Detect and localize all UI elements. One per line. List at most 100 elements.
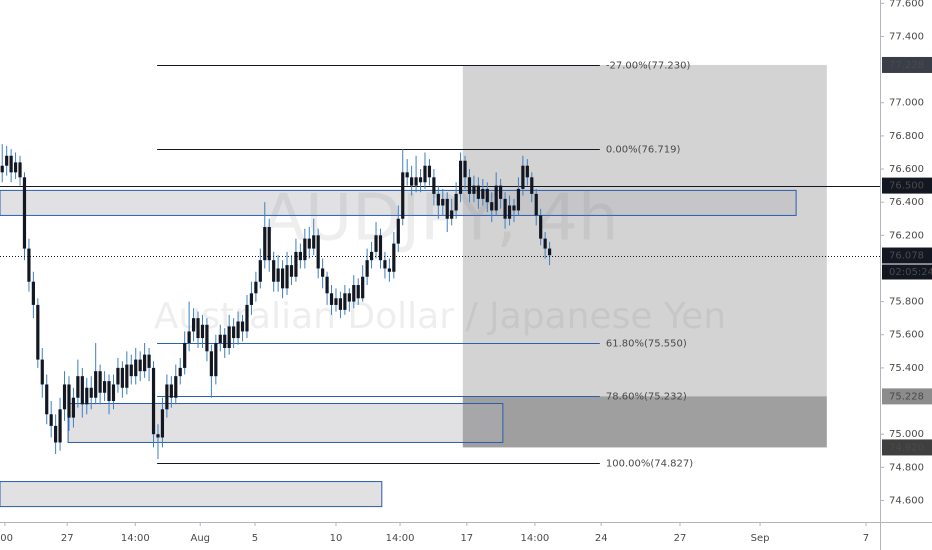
last-price-label: 76.078 — [889, 251, 924, 262]
candle-body — [516, 188, 521, 211]
candle-body — [432, 177, 436, 194]
candle-body — [45, 384, 49, 415]
candle-body — [58, 409, 62, 443]
y-tick-label: 75.800 — [889, 297, 924, 308]
candle-body — [499, 185, 503, 199]
candle-body — [249, 293, 254, 305]
candle-body — [343, 293, 347, 310]
candle-body — [427, 165, 432, 178]
candle-body — [276, 268, 280, 282]
candle-body — [294, 251, 298, 277]
watermark: AUDJPY, 4h — [261, 182, 618, 256]
x-tick-label: 24 — [595, 533, 608, 544]
x-tick-label: 14:00 — [386, 533, 415, 544]
candle-body — [418, 177, 423, 183]
candle-body — [134, 359, 138, 377]
candle-body — [263, 227, 267, 261]
candle-body — [512, 205, 516, 211]
x-tick-label: 7 — [863, 533, 869, 544]
y-tick-label: 74.600 — [889, 495, 924, 506]
y-tick-label: 76.600 — [889, 164, 924, 175]
x-tick-label: 27 — [61, 533, 74, 544]
candle-body — [307, 238, 311, 249]
x-tick-label: :00 — [0, 533, 13, 544]
candle-body — [214, 343, 218, 377]
candle-body — [13, 162, 18, 173]
watermark-subtitle: Australian Dollar / Japanese Yen — [154, 296, 726, 337]
candle-body — [0, 165, 4, 173]
zone — [67, 403, 504, 443]
stop-price-label: 74.920 — [889, 442, 924, 453]
candle-body — [94, 371, 98, 398]
candle-body — [365, 260, 369, 277]
candle-body — [312, 235, 316, 249]
candle-body — [236, 321, 240, 339]
y-tick-label: 75.600 — [889, 330, 924, 341]
candle-body — [205, 324, 209, 352]
candle-body — [76, 376, 80, 398]
candle-body — [543, 238, 547, 249]
candle-body — [481, 188, 485, 199]
candle-body — [289, 265, 294, 277]
y-tick-label: 77.000 — [889, 98, 924, 109]
candle-body — [338, 298, 343, 310]
y-tick-label: 77.400 — [889, 31, 924, 42]
candle-body — [392, 243, 396, 272]
candle-body — [138, 359, 142, 372]
candle-body — [303, 238, 307, 261]
candle-body — [396, 218, 400, 244]
candle-body — [383, 260, 387, 269]
candle-body — [454, 193, 458, 211]
x-tick-label: 5 — [252, 533, 258, 544]
candle-body — [143, 354, 147, 372]
candle-body — [410, 177, 414, 186]
candle-body — [316, 235, 320, 269]
candle-body — [107, 381, 111, 402]
candle-body — [387, 268, 391, 272]
candle-body — [472, 185, 476, 194]
candle-body — [165, 384, 169, 410]
candle-body — [374, 235, 378, 252]
candle-body — [71, 397, 76, 418]
candle-body — [405, 172, 409, 178]
candle-body — [187, 331, 191, 344]
x-tick-label: 17 — [460, 533, 473, 544]
candle-body — [369, 251, 374, 261]
candle-body — [31, 281, 35, 305]
zone — [0, 481, 383, 508]
x-tick-label: Aug — [190, 533, 210, 544]
candle-body — [223, 334, 227, 348]
target-price-label: 77.228 — [889, 60, 924, 71]
candle-body — [169, 384, 173, 398]
candle-body — [191, 318, 196, 332]
candle-body — [98, 371, 102, 393]
candle-body — [476, 185, 480, 199]
hline-price-label: 76.500 — [889, 181, 924, 192]
candle-body — [156, 434, 160, 438]
x-tick-label: 27 — [674, 533, 687, 544]
candle-body — [116, 367, 120, 385]
candle-body — [321, 268, 325, 277]
candle-body — [49, 414, 53, 426]
candle-body — [151, 367, 156, 435]
candle-body — [160, 409, 165, 438]
y-tick-label: 75.000 — [889, 429, 924, 440]
candle-body — [18, 162, 22, 178]
candle-body — [378, 235, 383, 261]
candle-body — [245, 304, 249, 332]
candle-body — [490, 202, 494, 211]
y-tick-label: 77.600 — [889, 0, 924, 9]
candle-body — [414, 177, 418, 186]
candle-body — [89, 387, 93, 398]
candle-body — [36, 304, 40, 360]
candle-body — [227, 326, 231, 348]
candle-body — [40, 359, 44, 385]
x-tick-label: Sep — [751, 533, 770, 544]
candle-body — [450, 210, 454, 219]
candle-body — [258, 260, 262, 282]
y-tick-label: 74.800 — [889, 462, 924, 473]
candle-body — [436, 193, 440, 206]
candle-body — [54, 425, 58, 443]
candle-body — [111, 384, 116, 402]
